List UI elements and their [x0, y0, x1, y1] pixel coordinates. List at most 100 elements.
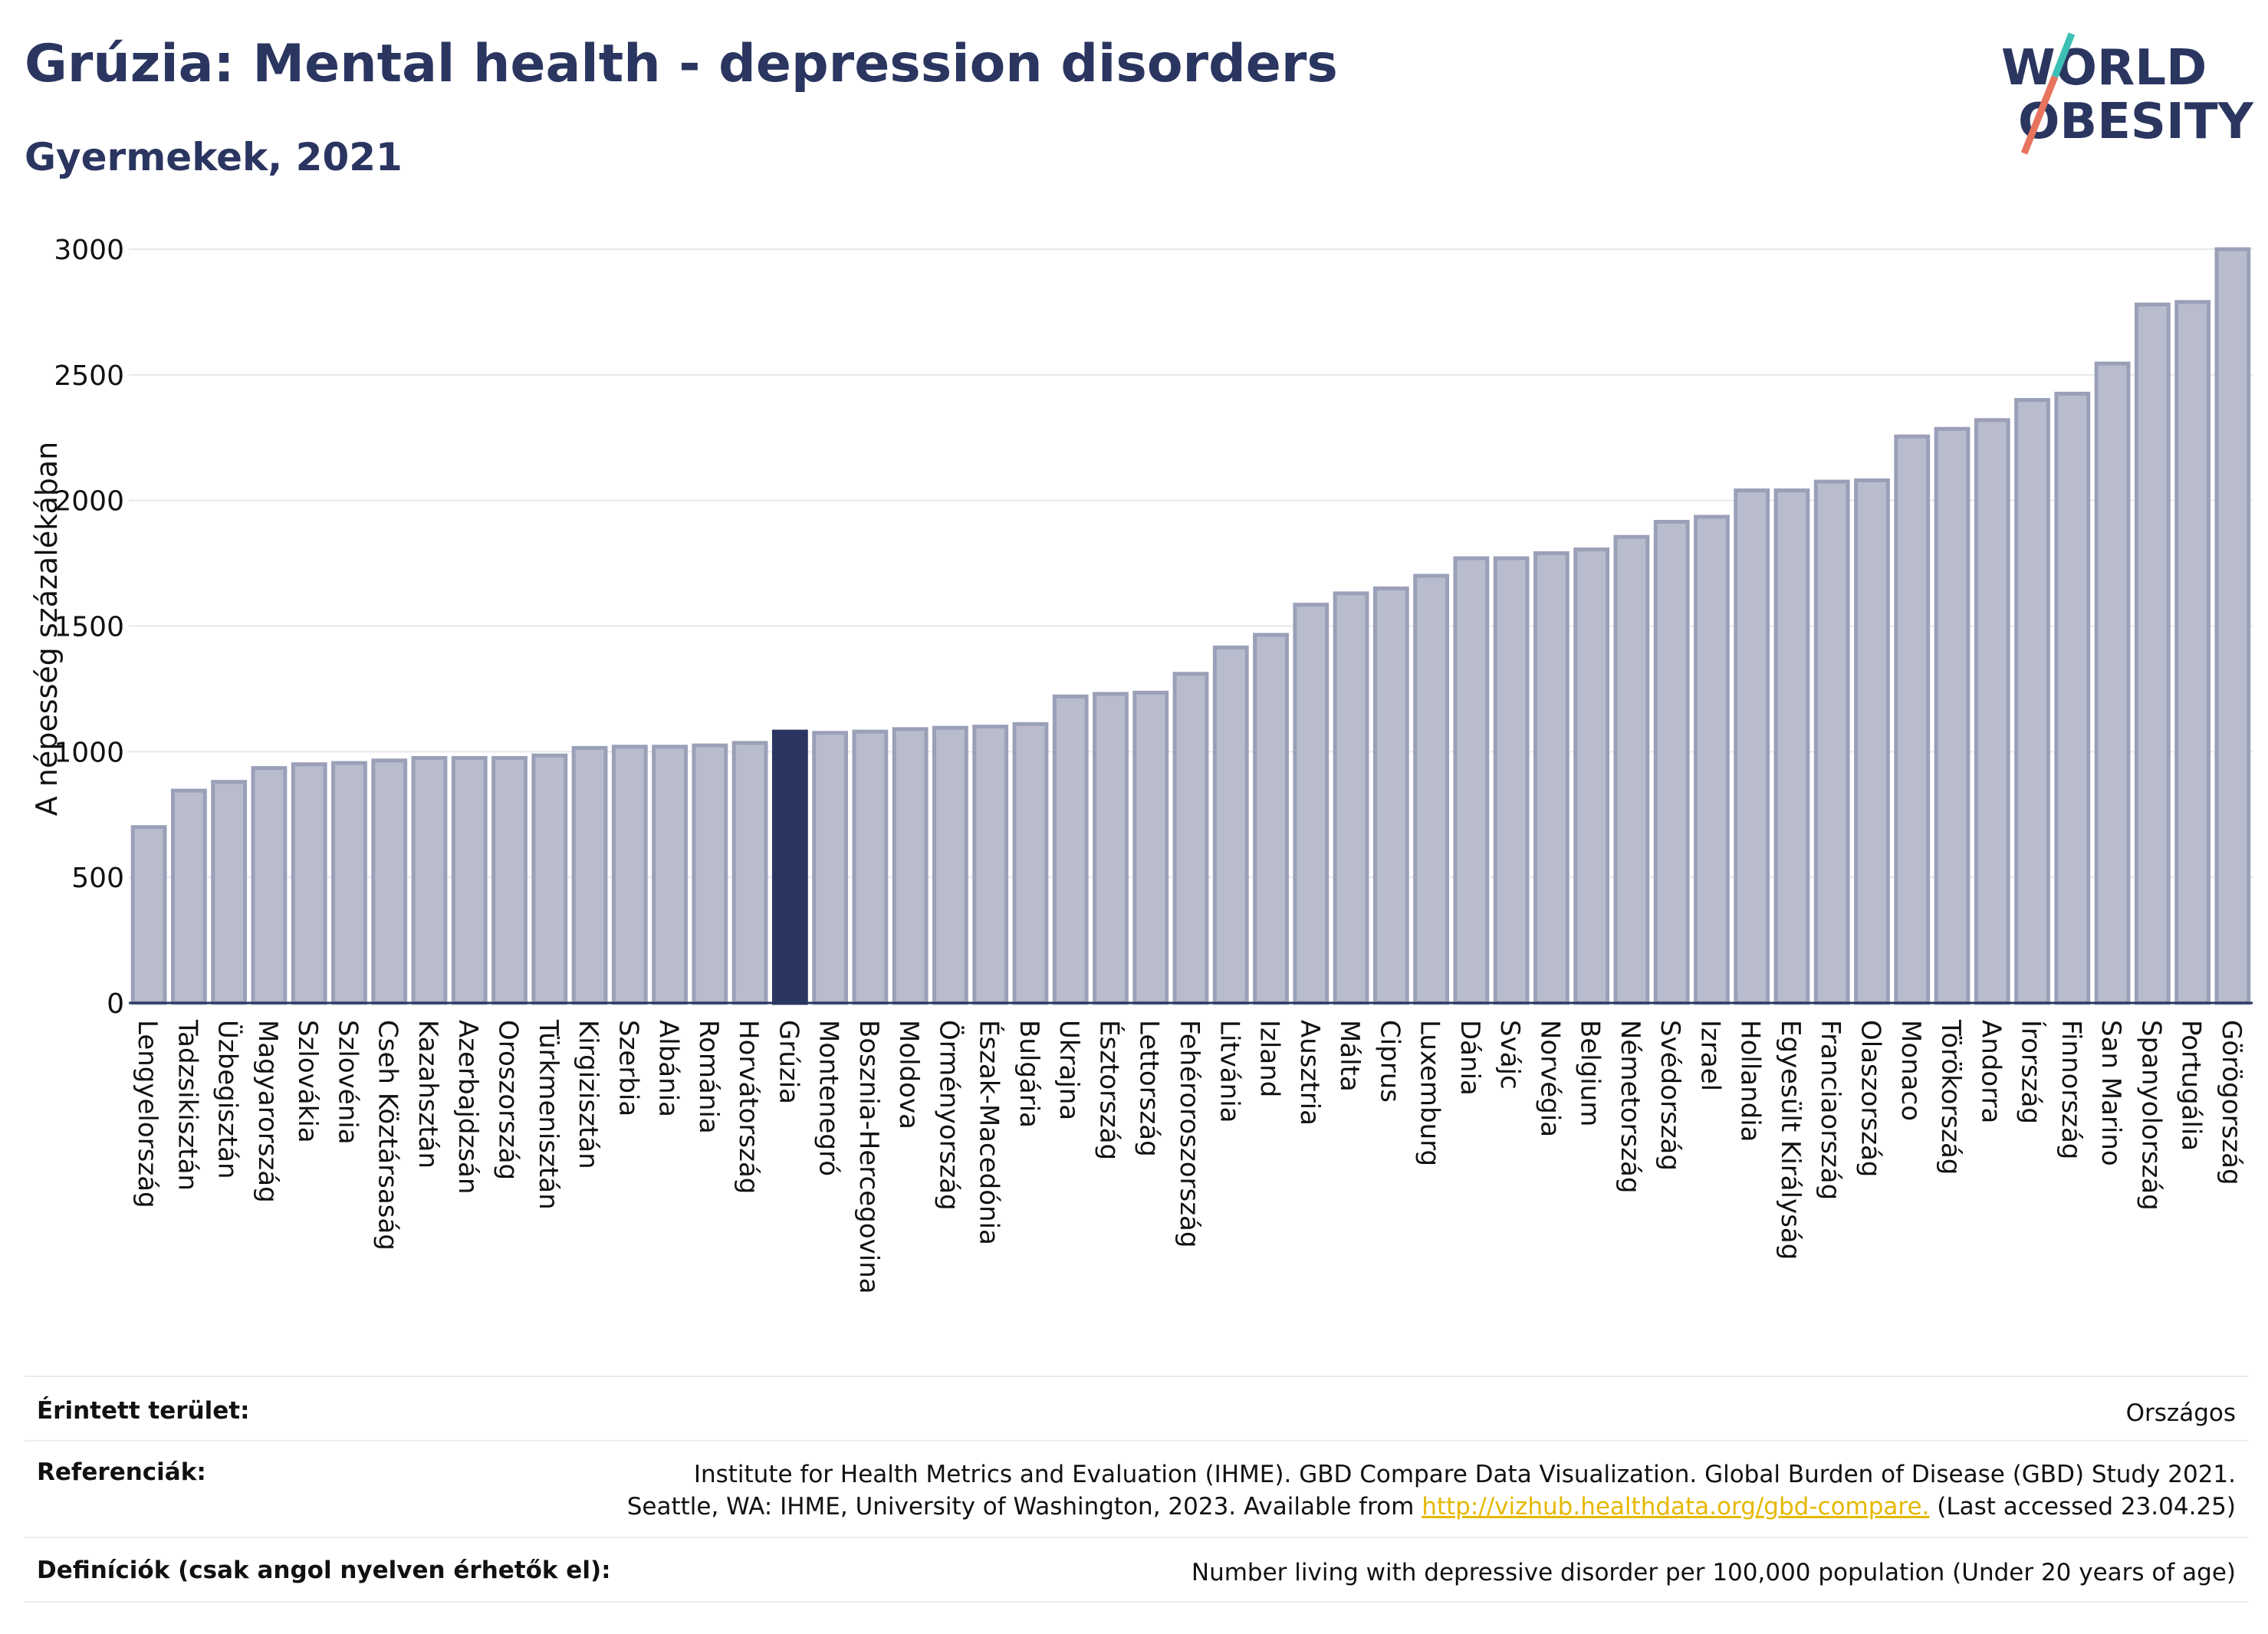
- bar: [1493, 556, 1530, 1005]
- bar: [371, 758, 408, 1005]
- y-tick-label: 500: [71, 863, 124, 894]
- x-tick-label: Litvánia: [1214, 1020, 1244, 1123]
- x-tick-label: Izland: [1254, 1020, 1285, 1097]
- x-tick-label: Szlovákia: [292, 1020, 323, 1143]
- x-tick-label: Fehéroroszország: [1174, 1020, 1205, 1248]
- bar: [2214, 247, 2251, 1005]
- x-tick-label: Kirgizisztán: [573, 1020, 603, 1169]
- x-tick-label: Ukrajna: [1053, 1020, 1084, 1120]
- x-tick-label: Azerbajdzsán: [452, 1020, 483, 1194]
- reference-line-2-start: Seattle, WA: IHME, University of Washing…: [626, 1493, 1422, 1521]
- bar: [611, 745, 648, 1005]
- definition-value: Number living with depressive disorder p…: [1191, 1559, 2236, 1586]
- x-tick-label: San Marino: [2095, 1020, 2126, 1166]
- x-tick-label: Észtország: [1093, 1020, 1125, 1160]
- bar: [932, 725, 968, 1005]
- bar: [1093, 692, 1129, 1005]
- x-tick-label: Ausztria: [1294, 1020, 1325, 1126]
- x-tick-label: Lengyelország: [132, 1020, 163, 1208]
- bar: [571, 745, 608, 1005]
- x-axis-labels: Lengyelország Tadzsikisztán Üzbegisztán Mag…: [132, 1019, 2247, 1294]
- bar: [1413, 574, 1449, 1005]
- footer-rule-top: [25, 1376, 2248, 1377]
- bar: [2134, 302, 2171, 1005]
- reference-line-2: Seattle, WA: IHME, University of Washing…: [627, 1491, 2236, 1523]
- bar: [1132, 690, 1169, 1005]
- reference-link[interactable]: http://vizhub.healthdata.org/gbd-compare…: [1422, 1493, 1930, 1521]
- area-value: Országos: [2125, 1399, 2236, 1427]
- bar: [1212, 645, 1249, 1005]
- x-tick-label: Olaszország: [1855, 1020, 1885, 1177]
- bar: [692, 743, 728, 1005]
- x-tick-label: Egyesült Királyság: [1775, 1020, 1806, 1260]
- bar: [1052, 694, 1089, 1005]
- x-tick-label: Görögország: [2216, 1020, 2247, 1185]
- bar: [531, 753, 568, 1005]
- bar: [1012, 722, 1049, 1005]
- footer-rule-bottom: [25, 1601, 2248, 1603]
- x-tick-label: Tadzsikisztán: [172, 1019, 202, 1191]
- x-tick-label: Izrael: [1694, 1020, 1725, 1091]
- world-obesity-logo: WORLD OBESITY: [2001, 32, 2253, 155]
- bar: [1974, 418, 2010, 1005]
- bar: [731, 741, 768, 1005]
- footer-rule-2: [25, 1537, 2248, 1538]
- x-tick-label: Svédország: [1655, 1020, 1685, 1171]
- reference-line-2-end: (Last accessed 23.04.25): [1929, 1493, 2236, 1521]
- area-label: Érintett terület:: [37, 1397, 250, 1425]
- svg-text:OBESITY: OBESITY: [2018, 94, 2253, 150]
- bar: [411, 756, 448, 1005]
- bar: [2054, 391, 2091, 1005]
- bar: [451, 756, 488, 1005]
- bar: [251, 766, 288, 1005]
- x-tick-label: Portugália: [2176, 1020, 2207, 1151]
- x-tick-label: Örményország: [933, 1020, 965, 1211]
- bar: [291, 762, 327, 1005]
- chart-subtitle: Gyermekek, 2021: [25, 135, 403, 179]
- reference-label: Referenciák:: [37, 1458, 206, 1486]
- bar: [1773, 488, 1810, 1005]
- x-tick-label: Moldova: [893, 1020, 924, 1129]
- y-axis-ticks: 0 500 1000 1500 2000 2500 3000: [54, 235, 124, 1020]
- bar: [1653, 520, 1690, 1005]
- x-tick-label: Szerbia: [613, 1020, 643, 1116]
- bar-highlight: [771, 729, 808, 1005]
- x-tick-label: Svájc: [1494, 1020, 1525, 1090]
- bar: [130, 825, 167, 1005]
- bar: [1372, 586, 1409, 1005]
- x-tick-label: Kazahsztán: [413, 1020, 443, 1169]
- x-tick-label: Grúzia: [773, 1020, 804, 1104]
- x-tick-label: Románia: [693, 1020, 724, 1134]
- footer-reference-row: Referenciák: Institute for Health Metric…: [25, 1458, 2248, 1527]
- x-tick-label: Andorra: [1975, 1020, 2006, 1123]
- x-tick-label: Dánia: [1454, 1020, 1485, 1096]
- bar: [1694, 515, 1730, 1005]
- x-tick-label: Németország: [1615, 1020, 1645, 1193]
- x-tick-label: Luxemburg: [1415, 1020, 1445, 1166]
- bar: [2174, 300, 2211, 1005]
- x-tick-label: Montenegró: [814, 1020, 844, 1176]
- bar: [2094, 361, 2131, 1005]
- definition-label: Definíciók (csak angol nyelven érhetők e…: [37, 1557, 611, 1584]
- footer-rule-1: [25, 1440, 2248, 1442]
- bar: [1333, 591, 1369, 1005]
- x-tick-label: Franciaország: [1815, 1020, 1846, 1200]
- reference-value: Institute for Health Metrics and Evaluat…: [627, 1458, 2236, 1523]
- x-tick-label: Írország: [2016, 1020, 2047, 1124]
- bar: [1573, 547, 1610, 1005]
- bar: [1293, 603, 1330, 1005]
- bar: [331, 761, 367, 1005]
- x-tick-label: Albánia: [653, 1020, 684, 1117]
- y-tick-label: 1000: [54, 737, 124, 768]
- x-tick-label: Szlovénia: [332, 1020, 363, 1145]
- footer-area-row: Érintett terület: Országos: [25, 1397, 2248, 1428]
- x-tick-label: Norvégia: [1534, 1020, 1565, 1137]
- bar: [2014, 398, 2050, 1005]
- bar: [1613, 534, 1650, 1005]
- bar: [1453, 556, 1490, 1005]
- chart-title: Grúzia: Mental health - depression disor…: [25, 34, 1338, 94]
- footer-definition-row: Definíciók (csak angol nyelven érhetők e…: [25, 1557, 2248, 1587]
- bar: [972, 725, 1009, 1005]
- x-tick-label: Málta: [1334, 1020, 1365, 1092]
- x-tick-label: Törökország: [1935, 1019, 1966, 1175]
